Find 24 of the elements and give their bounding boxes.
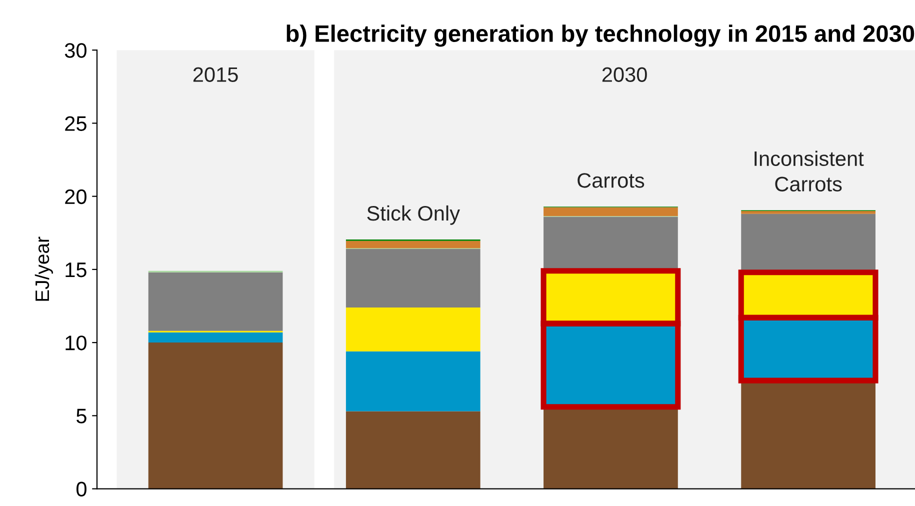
x-tick-label: Carrots [578,173,644,188]
bar [346,307,480,352]
bar [346,351,480,412]
bar [346,248,480,308]
bar [544,207,678,216]
y-tick-label: 5 [76,408,86,424]
bar [148,332,283,343]
chart-title: b) Electricity generation by technology in 2015 and 2030 [286,24,914,47]
y-tick-label: 20 [65,189,86,204]
y-tick-label: 25 [65,116,86,131]
y-tick-label: 10 [66,336,86,350]
x-tick-label: Inconsistent Carrots [754,150,864,192]
bar [148,342,283,489]
bar [346,411,480,489]
y-tick-label: 0 [76,482,86,497]
bar [346,240,480,248]
bar [741,210,876,214]
y-axis-title: EJ/year [34,236,53,301]
x-tick-label: 2015 [193,67,238,82]
y-tick-label: 15 [66,262,86,278]
y-tick-label: 30 [64,43,86,58]
band-label: 2030 [602,67,647,82]
x-tick-label: Stick Only [367,205,460,225]
bar [148,272,283,331]
